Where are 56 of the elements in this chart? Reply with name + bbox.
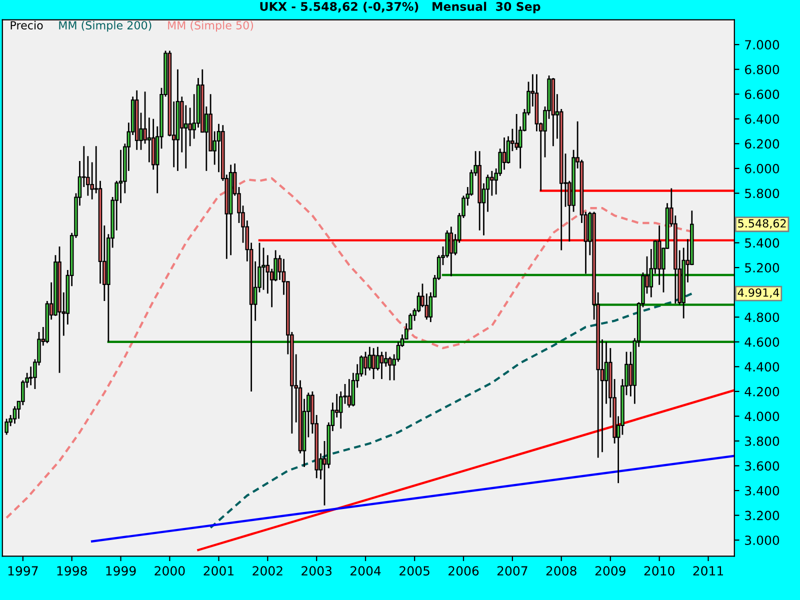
text: MM (Simple 200)	[59, 20, 152, 32]
candlestick	[262, 247, 266, 291]
y-tick-label: 5.800	[745, 188, 780, 198]
x-tick-label: 2001	[204, 566, 234, 576]
x-tick-label: 2005	[400, 566, 430, 576]
y-tick-label: 3.200	[745, 510, 780, 520]
y-tick-label: 4.200	[744, 386, 780, 396]
x-tick-label: 2011	[693, 566, 724, 576]
x-tick-label: 2008	[546, 566, 576, 576]
x-tick-label: 2004	[350, 566, 381, 576]
candlestick	[372, 347, 376, 380]
y-tick-label: 5.200	[745, 263, 780, 272]
candlestick	[364, 351, 368, 376]
chart-title: UKX - 5.548,62 (-0,37%) Mensual 30 Sep	[260, 2, 540, 14]
y-tick-label: 7.000	[745, 40, 780, 50]
y-tick-label: 6.600	[744, 90, 780, 100]
text: 5.548,62	[738, 219, 786, 229]
x-tick-label: 2006	[448, 566, 479, 576]
y-tick-label: 6.200	[744, 139, 780, 149]
candlestick	[368, 346, 372, 372]
candlestick	[384, 351, 388, 368]
y-tick-label: 6.000	[744, 164, 780, 174]
candlestick	[490, 170, 494, 196]
candlestick	[502, 136, 506, 170]
x-tick-label: 2009	[595, 566, 626, 576]
candlestick	[28, 366, 33, 386]
y-tick-label: 6.800	[744, 64, 780, 74]
candlestick	[449, 226, 454, 277]
candlestick	[184, 104, 188, 170]
candlestick	[388, 356, 392, 381]
x-tick-label: 1997	[8, 566, 38, 576]
text: Precio	[10, 20, 43, 30]
x-tick-label: 1999	[106, 566, 136, 576]
candlestick	[347, 378, 352, 408]
x-tick-label: 2003	[302, 566, 332, 576]
y-tick-label: 3.400	[745, 486, 780, 496]
x-tick-label: 2010	[644, 566, 674, 576]
candlestick	[514, 113, 518, 151]
x-tick-label: 2007	[497, 566, 528, 576]
y-tick-label: 4.400	[744, 362, 780, 372]
candlestick	[380, 351, 384, 380]
candlestick	[147, 116, 152, 163]
text: MM (Simple 50)	[168, 20, 254, 32]
x-tick-label: 1998	[57, 566, 87, 576]
y-tick-label: 4.000	[744, 412, 780, 422]
y-tick-label: 4.600	[744, 337, 780, 347]
y-tick-label: 6.400	[744, 114, 780, 124]
line-series	[209, 292, 694, 529]
y-tick-label: 3.000	[745, 536, 780, 546]
text: 4.991,4	[738, 288, 780, 298]
x-tick-label: 2002	[252, 566, 282, 576]
y-tick-label: 3.600	[745, 461, 780, 471]
y-tick-label: 4.800	[744, 312, 780, 322]
x-tick-label: 2000	[154, 566, 185, 576]
y-tick-label: 3.800	[745, 436, 780, 446]
y-tick-label: 5.400	[745, 238, 780, 248]
